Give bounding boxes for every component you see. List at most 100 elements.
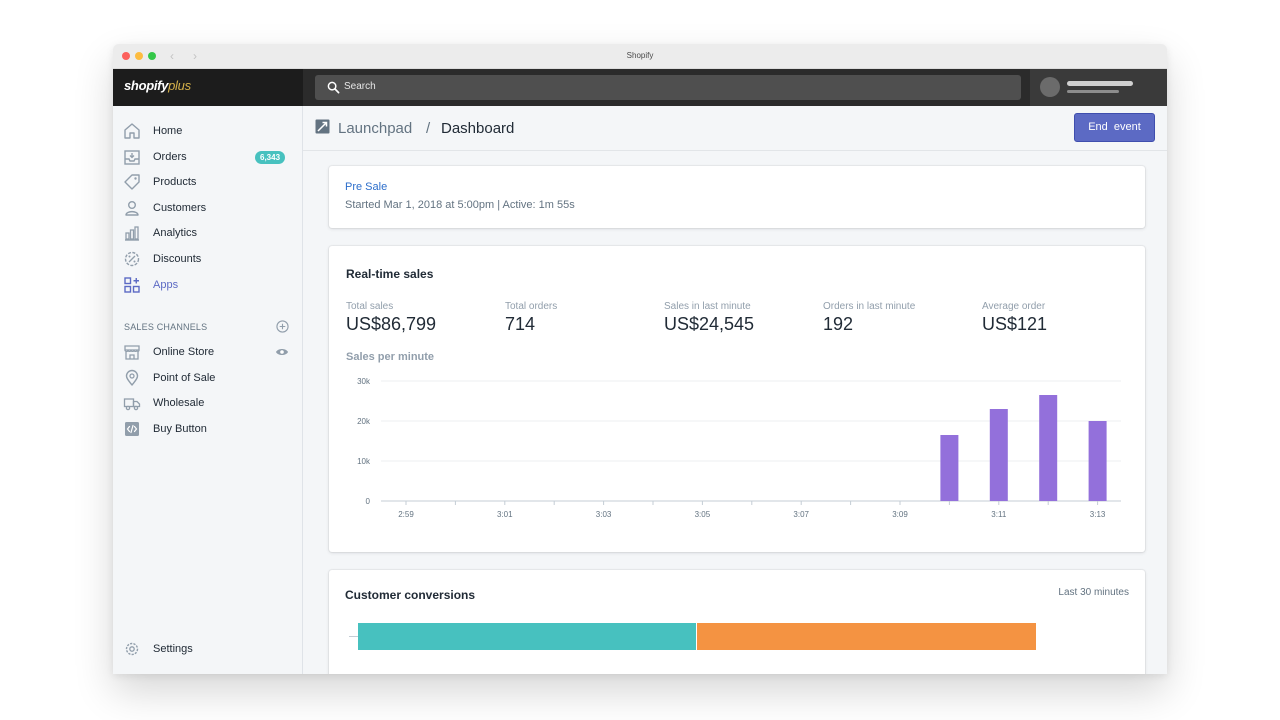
- metric-value: US$86,799: [346, 314, 437, 334]
- add-channel-icon[interactable]: [276, 320, 289, 333]
- x-tick-label: 2:59: [398, 510, 414, 519]
- sidebar-item-point-of-sale[interactable]: Point of Sale: [113, 367, 303, 389]
- discount-icon: [124, 251, 140, 267]
- browser-window: ‹ › Shopify shopifyplus Search Home Orde…: [113, 44, 1167, 674]
- metric-label: Total sales: [346, 301, 394, 312]
- sidebar-item-label: Orders: [153, 151, 187, 163]
- card-title: Customer conversions: [345, 588, 476, 602]
- search-icon: [327, 81, 340, 94]
- sales-per-minute-chart: 0 10k 20k 30k 2:59 3:01 3:03 3:05 3:07 3:09 3:11 3:…: [357, 377, 1121, 519]
- store-name-placeholder: [1067, 90, 1119, 93]
- shopify-plus-logo[interactable]: shopifyplus: [124, 78, 191, 93]
- chart-bar[interactable]: [1039, 395, 1058, 501]
- tag-icon: [124, 174, 140, 190]
- sidebar: Home Orders 6,343 Products Customers Ana…: [113, 106, 303, 674]
- avatar: [1040, 77, 1060, 97]
- y-tick-label: 20k: [357, 417, 371, 426]
- metric-orders-last-minute: Orders in last minute 192: [823, 301, 973, 335]
- x-tick-label: 3:03: [596, 510, 612, 519]
- truck-icon: [123, 398, 141, 411]
- breadcrumb-launchpad[interactable]: Launchpad: [338, 120, 413, 137]
- sidebar-item-products[interactable]: Products: [113, 171, 303, 193]
- sidebar-item-label: Settings: [153, 643, 193, 655]
- metric-label: Sales in last minute: [664, 301, 751, 312]
- back-arrow-icon[interactable]: ‹: [170, 49, 174, 63]
- x-tick-label: 3:11: [991, 510, 1007, 519]
- sidebar-item-label: Buy Button: [153, 423, 207, 435]
- metric-sales-last-minute: Sales in last minute US$24,545: [664, 301, 814, 335]
- home-icon: [124, 123, 140, 139]
- top-bar: shopifyplus Search: [113, 69, 1167, 106]
- realtime-sales-card: Real-time sales Total sales US$86,799 To…: [329, 246, 1145, 552]
- sidebar-item-analytics[interactable]: Analytics: [113, 222, 303, 244]
- store-icon: [124, 345, 140, 360]
- code-icon: [125, 422, 139, 436]
- close-window-button[interactable]: [122, 52, 130, 60]
- chart-bar[interactable]: [989, 409, 1008, 501]
- orders-count-badge: 6,343: [255, 151, 286, 164]
- x-tick-label: 3:07: [793, 510, 809, 519]
- search-input[interactable]: Search: [315, 75, 1021, 100]
- x-tick-label: 3:09: [892, 510, 908, 519]
- metric-total-orders: Total orders 714: [505, 301, 655, 335]
- metric-label: Orders in last minute: [823, 301, 916, 312]
- metric-label: Total orders: [505, 301, 558, 312]
- x-tick-label: 3:05: [695, 510, 711, 519]
- sidebar-item-label: Apps: [153, 279, 179, 291]
- time-range-label: Last 30 minutes: [1058, 587, 1129, 598]
- page-title: Dashboard: [441, 120, 515, 137]
- x-tick-label: 3:01: [497, 510, 513, 519]
- sidebar-item-discounts[interactable]: Discounts: [113, 248, 303, 270]
- user-name-placeholder: [1067, 81, 1133, 86]
- breadcrumb-separator: /: [426, 120, 431, 137]
- event-status: Started Mar 1, 2018 at 5:00pm | Active: …: [345, 199, 575, 211]
- bar-chart-icon: [125, 226, 139, 241]
- minimize-window-button[interactable]: [135, 52, 143, 60]
- metric-label: Average order: [982, 301, 1046, 312]
- sidebar-item-label: Online Store: [153, 346, 215, 358]
- window-title: Shopify: [626, 51, 654, 60]
- sidebar-item-apps[interactable]: Apps: [113, 274, 303, 296]
- metric-total-sales: Total sales US$86,799: [346, 301, 496, 335]
- eye-icon[interactable]: [275, 347, 289, 357]
- sidebar-item-customers[interactable]: Customers: [113, 197, 303, 219]
- metric-average-order: Average order US$121: [982, 301, 1132, 335]
- sidebar-item-online-store[interactable]: Online Store: [113, 341, 303, 363]
- sidebar-item-settings[interactable]: Settings: [113, 638, 303, 660]
- sidebar-item-label: Customers: [153, 202, 207, 214]
- page-header: Launchpad / Dashboard End event: [303, 106, 1167, 151]
- chart-bar[interactable]: [1088, 421, 1107, 501]
- y-tick-label: 0: [366, 497, 371, 506]
- sidebar-item-label: Analytics: [153, 227, 198, 239]
- user-menu[interactable]: [1030, 69, 1167, 106]
- chart-bar[interactable]: [940, 435, 959, 501]
- location-pin-icon: [125, 369, 139, 386]
- sidebar-item-orders[interactable]: Orders 6,343: [113, 146, 303, 168]
- logo-plus-text: plus: [168, 78, 191, 93]
- sidebar-item-label: Discounts: [153, 253, 202, 265]
- sidebar-item-wholesale[interactable]: Wholesale: [113, 392, 303, 414]
- x-tick-label: 3:13: [1090, 510, 1106, 519]
- metric-value: US$121: [982, 314, 1048, 334]
- sidebar-item-label: Home: [153, 125, 183, 137]
- sidebar-item-home[interactable]: Home: [113, 120, 303, 142]
- card-title: Real-time sales: [346, 267, 434, 281]
- sidebar-item-label: Point of Sale: [153, 372, 216, 384]
- y-tick-label: 30k: [357, 377, 371, 386]
- gear-icon: [125, 642, 139, 656]
- sidebar-item-buy-button[interactable]: Buy Button: [113, 418, 303, 440]
- sales-channels-heading: SALES CHANNELS: [124, 322, 208, 332]
- maximize-window-button[interactable]: [148, 52, 156, 60]
- conversion-segment[interactable]: [358, 623, 696, 650]
- apps-icon: [124, 277, 140, 293]
- customer-conversions-card: Customer conversions Last 30 minutes: [329, 570, 1145, 674]
- metric-value: 714: [505, 314, 536, 334]
- end-event-button[interactable]: End event: [1074, 113, 1155, 142]
- conversion-segment[interactable]: [697, 623, 1036, 650]
- event-name-link[interactable]: Pre Sale: [345, 181, 388, 193]
- orders-icon: [124, 150, 140, 165]
- forward-arrow-icon[interactable]: ›: [193, 49, 197, 63]
- logo-main-text: shopify: [124, 78, 169, 93]
- axis-tick: [349, 636, 358, 637]
- sidebar-item-label: Products: [153, 176, 197, 188]
